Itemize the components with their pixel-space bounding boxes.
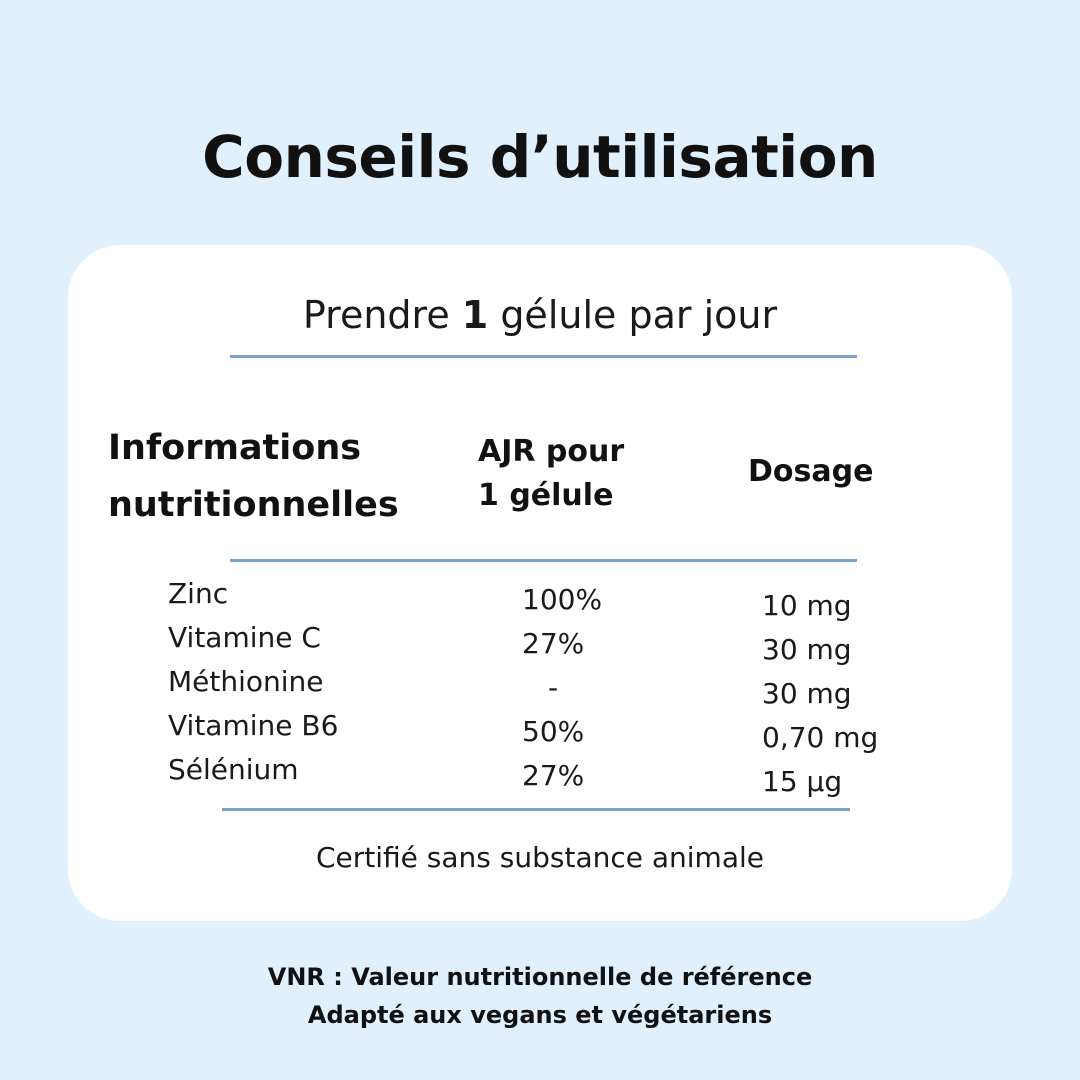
- usage-suffix: gélule par jour: [488, 293, 778, 337]
- row-ajr: -: [547, 671, 559, 704]
- usage-prefix: Prendre: [302, 293, 462, 337]
- table-row: Zinc 100% 10 mg: [0, 572, 1080, 622]
- header-dosage-label: Dosage: [748, 454, 874, 489]
- header-ajr-line1: AJR pour: [478, 434, 625, 469]
- row-dosage: 10 mg: [762, 589, 852, 622]
- row-ajr: 27%: [522, 759, 585, 792]
- nutrition-table: Zinc 100% 10 mg Vitamine C 27% 30 mg Mét…: [0, 572, 1080, 798]
- usage-quantity: 1: [461, 293, 489, 337]
- header-ajr-line2: 1 gélule: [478, 478, 614, 513]
- row-ajr: 100%: [522, 583, 603, 616]
- table-row: Vitamine B6 50% 0,70 mg: [0, 704, 1080, 754]
- divider-bottom: [222, 808, 850, 811]
- page-title: Conseils d’utilisation: [202, 123, 878, 191]
- row-name: Sélénium: [168, 753, 299, 786]
- row-dosage: 15 µg: [762, 765, 843, 798]
- header-info-line1: Informations: [108, 428, 362, 468]
- row-dosage: 30 mg: [762, 677, 852, 710]
- table-row: Sélénium 27% 15 µg: [0, 748, 1080, 798]
- row-name: Méthionine: [168, 665, 324, 698]
- footer-vegan: Adapté aux vegans et végétariens: [307, 1001, 773, 1029]
- row-dosage: 30 mg: [762, 633, 852, 666]
- row-ajr: 50%: [522, 715, 585, 748]
- row-name: Zinc: [168, 577, 229, 610]
- header-info-line2: nutritionnelles: [108, 485, 399, 525]
- header-dosage: Dosage: [748, 452, 873, 492]
- row-ajr: 27%: [522, 627, 585, 660]
- header-ajr: AJR pour 1 gélule: [478, 430, 624, 518]
- certification-note: Certifié sans substance animale: [315, 841, 764, 874]
- usage-instruction: Prendre 1 gélule par jour: [0, 292, 1080, 338]
- row-name: Vitamine B6: [168, 709, 339, 742]
- table-row: Vitamine C 27% 30 mg: [0, 616, 1080, 666]
- row-name: Vitamine C: [168, 621, 321, 654]
- table-row: Méthionine - 30 mg: [0, 660, 1080, 710]
- divider-top: [230, 355, 857, 358]
- header-informations: Informations nutritionnelles: [108, 420, 399, 534]
- footer-vnr: VNR : Valeur nutritionnelle de référence: [267, 963, 813, 991]
- footer-notes: VNR : Valeur nutritionnelle de référence…: [0, 958, 1080, 1034]
- row-dosage: 0,70 mg: [762, 721, 879, 754]
- divider-middle: [230, 559, 857, 562]
